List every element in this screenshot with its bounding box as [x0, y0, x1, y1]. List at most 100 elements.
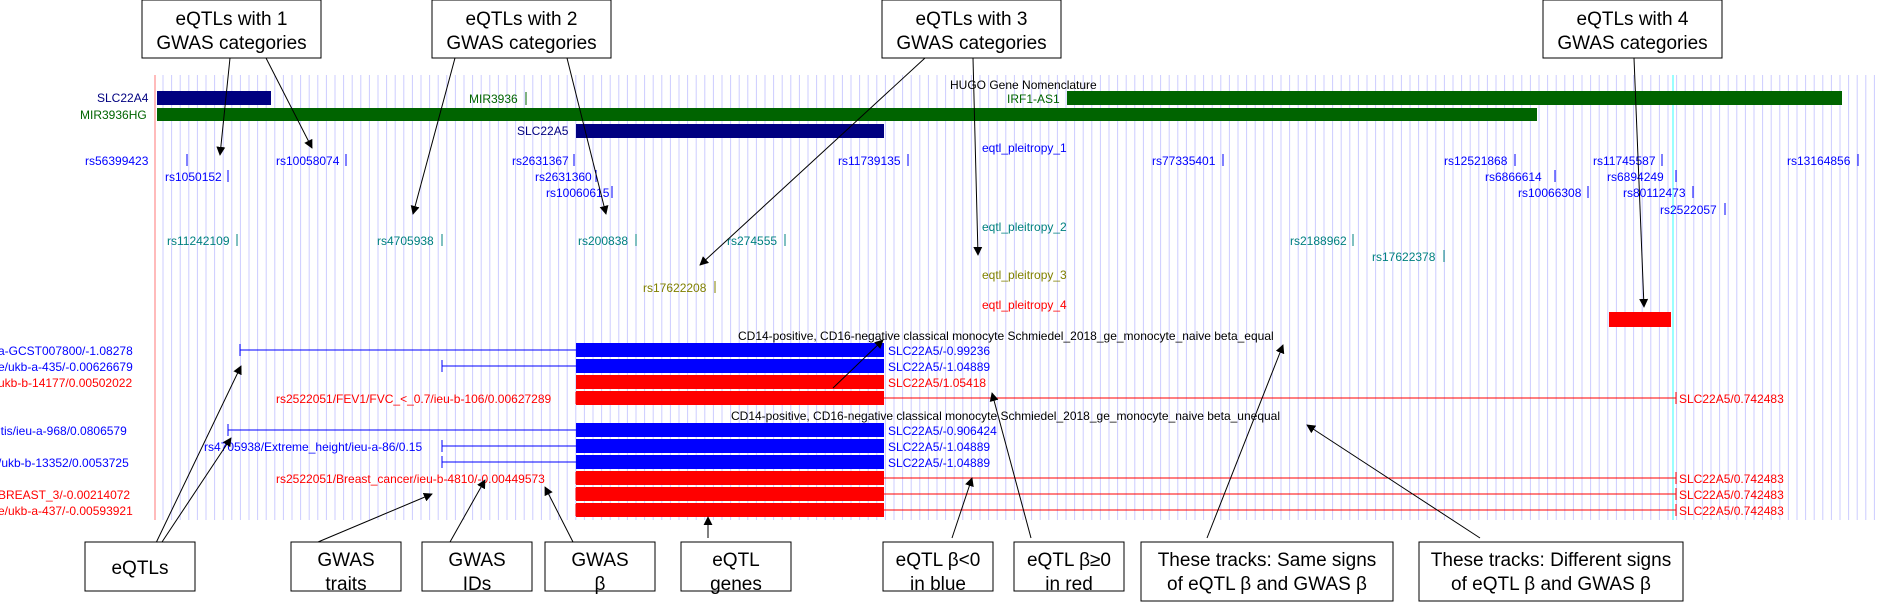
arrow	[1206, 344, 1285, 539]
callout-text: GWAS categories	[156, 33, 306, 54]
callout-text: IDs	[463, 574, 492, 595]
gwas-label: e/ukb-a-437/-0.00593921	[0, 504, 133, 518]
snp-label: rs17622378	[1372, 250, 1436, 264]
association-row: BREAST_3/-0.00214072 SLC22A5/0.742483	[0, 487, 1784, 502]
callout-box	[680, 541, 792, 592]
arrow	[159, 437, 232, 546]
snp-label: rs10060615	[546, 186, 610, 200]
arrow	[544, 486, 574, 543]
arrow	[699, 57, 926, 266]
callout-box	[84, 541, 196, 592]
arrow	[951, 477, 974, 539]
gene-bar-slc22a4	[157, 91, 271, 105]
track-grid	[162, 75, 1875, 520]
callout-text: GWAS categories	[446, 33, 596, 54]
callout-bottom: These tracks: Different signs of eQTL β a…	[1418, 541, 1684, 602]
callout-text: GWAS categories	[896, 33, 1046, 54]
callout-text: eQTL	[712, 550, 760, 571]
snp-label: rs6894249	[1607, 170, 1664, 184]
callout-top: eQTLs with 2 GWAS categories	[431, 0, 612, 59]
callout-text: These tracks: Different signs	[1431, 550, 1671, 571]
gwas-label: rs2522051/Breast_cancer/ieu-b-4810/-0.00…	[276, 472, 545, 486]
eqtl-label: SLC22A5/1.05418	[888, 376, 986, 390]
eqtl-label: SLC22A5/-1.04889	[888, 440, 990, 454]
snp-label: rs274555	[727, 234, 777, 248]
arrow	[265, 57, 313, 149]
snp-label: rs12521868	[1444, 154, 1508, 168]
callout-text: eQTLs	[111, 558, 168, 579]
snp-label: rs10066308	[1518, 186, 1582, 200]
eqtl-label: SLC22A5/0.742483	[1679, 504, 1784, 518]
snp-label: rs2188962	[1290, 234, 1347, 248]
callout-box	[544, 541, 656, 592]
snp-label: rs77335401	[1152, 154, 1216, 168]
callout-text: of eQTL β and GWAS β	[1451, 574, 1651, 595]
gwas-label: a-GCST007800/-1.08278	[0, 344, 133, 358]
snp-label: eqtl_pleitropy_1	[982, 141, 1067, 155]
eqtl-block	[576, 343, 884, 357]
arrow	[989, 392, 1032, 539]
callout-bottom: GWAS IDs	[421, 541, 533, 595]
eqtl-block	[576, 487, 884, 501]
callout-bottom: These tracks: Same signs of eQTL β and GW…	[1140, 541, 1394, 602]
eqtl-label: SLC22A5/-0.906424	[888, 424, 997, 438]
callout-text: GWAS categories	[1557, 33, 1707, 54]
arrow	[1633, 57, 1649, 308]
snp-label: rs56399423	[85, 154, 149, 168]
callout-text: eQTLs with 1	[176, 9, 288, 30]
arrow	[972, 57, 983, 256]
eqtl-label: SLC22A5/0.742483	[1679, 392, 1784, 406]
snp-label: eqtl_pleitropy_2	[982, 220, 1067, 234]
eqtl-label: SLC22A5/0.742483	[1679, 488, 1784, 502]
callout-text: eQTL β<0	[896, 550, 981, 571]
callout-text: These tracks: Same signs	[1158, 550, 1377, 571]
arrow	[449, 479, 486, 543]
callout-text: of eQTL β and GWAS β	[1167, 574, 1367, 595]
callout-text: eQTLs with 4	[1577, 9, 1689, 30]
snp-label: rs13164856	[1787, 154, 1851, 168]
gwas-label: /ukb-b-13352/0.0053725	[0, 456, 129, 470]
callout-box	[1418, 541, 1684, 602]
arrow	[154, 365, 242, 546]
snp-label: rs2631360	[535, 170, 592, 184]
eqtl-label: SLC22A5/-1.04889	[888, 360, 990, 374]
callout-box	[290, 541, 402, 592]
hugo-track-header: HUGO Gene Nomenclature	[950, 78, 1097, 92]
snp-label: rs4705938	[377, 234, 434, 248]
snp-label: rs17622208	[643, 281, 707, 295]
arrow	[410, 57, 456, 215]
snp-label: eqtl_pleitropy_4	[982, 298, 1067, 312]
callout-text: GWAS	[448, 550, 505, 571]
track-title-beta-unequal: CD14-positive, CD16-negative classical m…	[731, 409, 1280, 423]
association-row: a-GCST007800/-1.08278 SLC22A5/-0.99236	[0, 343, 990, 358]
gene-label-slc22a5: SLC22A5	[517, 124, 569, 138]
callout-box	[1140, 541, 1394, 602]
eqtl-block	[576, 375, 884, 389]
callout-text: eQTL β≥0	[1027, 550, 1111, 571]
eqtl-block	[576, 503, 884, 517]
gene-track: SLC22A4 MIR3936HG MIR3936 SLC22A5 HUGO G…	[80, 78, 1842, 138]
association-row: rs2522051/FEV1/FVC_<_0.7/ieu-b-106/0.006…	[276, 391, 1784, 406]
callout-text: β	[595, 574, 606, 595]
gwas-label: itis/ieu-a-968/0.0806579	[0, 424, 127, 438]
association-row: rs2522051/Breast_cancer/ieu-b-4810/-0.00…	[276, 471, 1784, 486]
association-row: e/ukb-a-437/-0.00593921 SLC22A5/0.742483	[0, 503, 1784, 518]
gwas-label: ukb-b-14177/0.00502022	[0, 376, 132, 390]
annotation-arrows	[154, 57, 1649, 546]
callout-text: eQTLs with 2	[466, 9, 578, 30]
eqtl-block	[576, 423, 884, 437]
arrow	[1306, 424, 1481, 539]
eqtl-block	[576, 439, 884, 453]
snp-label: rs10058074	[276, 154, 340, 168]
snp-label: rs11242109	[167, 234, 230, 248]
gwas-label: rs2522051/FEV1/FVC_<_0.7/ieu-b-106/0.006…	[276, 392, 552, 406]
gwas-label: rs4705938/Extreme_height/ieu-a-86/0.15	[204, 440, 422, 454]
callout-box	[421, 541, 533, 592]
callout-box	[431, 0, 612, 59]
callout-box	[1013, 541, 1125, 592]
callout-box	[882, 541, 994, 592]
association-row: rs4705938/Extreme_height/ieu-a-86/0.15 SL…	[204, 439, 990, 454]
callout-bottom: eQTLs	[84, 541, 196, 592]
callout-text: GWAS	[317, 550, 374, 571]
